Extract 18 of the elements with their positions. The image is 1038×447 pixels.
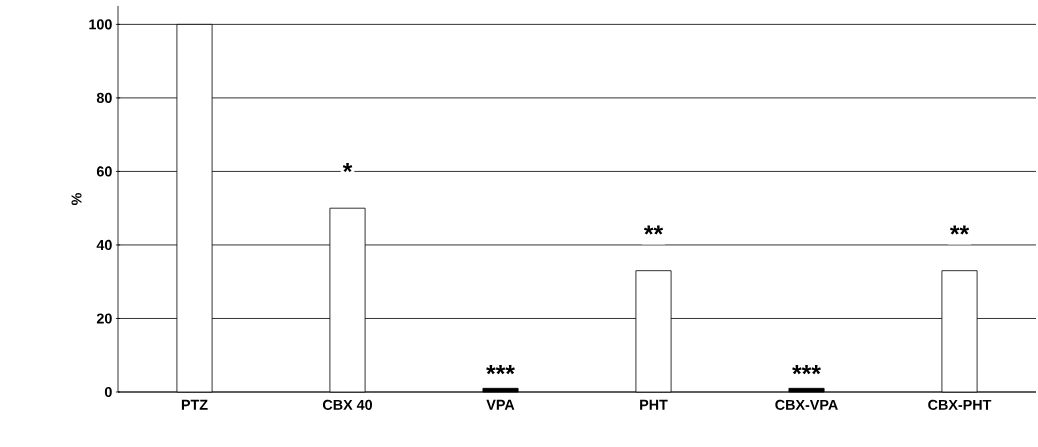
annotation: * [342, 162, 353, 173]
annotation: *** [486, 365, 515, 375]
y-axis-title: % [71, 193, 82, 206]
y-tick-label: 20 [96, 313, 112, 324]
x-tick-label: VPA [486, 399, 515, 410]
y-tick-label: 100 [89, 19, 112, 30]
annotation: ** [949, 225, 970, 235]
annotation: ** [643, 225, 664, 235]
x-tick-label: PHT [640, 399, 668, 410]
annotation: *** [792, 365, 821, 375]
y-tick-label: 80 [96, 92, 112, 103]
y-tick-label: 0 [104, 386, 112, 398]
x-tick-label: CBX 40 [322, 399, 373, 410]
x-tick-label: PTZ [181, 399, 208, 410]
x-tick-label: CBX-PHT [928, 399, 992, 410]
y-tick-label: 40 [96, 239, 112, 251]
y-tick-label: 60 [96, 166, 112, 177]
x-tick-label: CBX-VPA [775, 399, 838, 410]
